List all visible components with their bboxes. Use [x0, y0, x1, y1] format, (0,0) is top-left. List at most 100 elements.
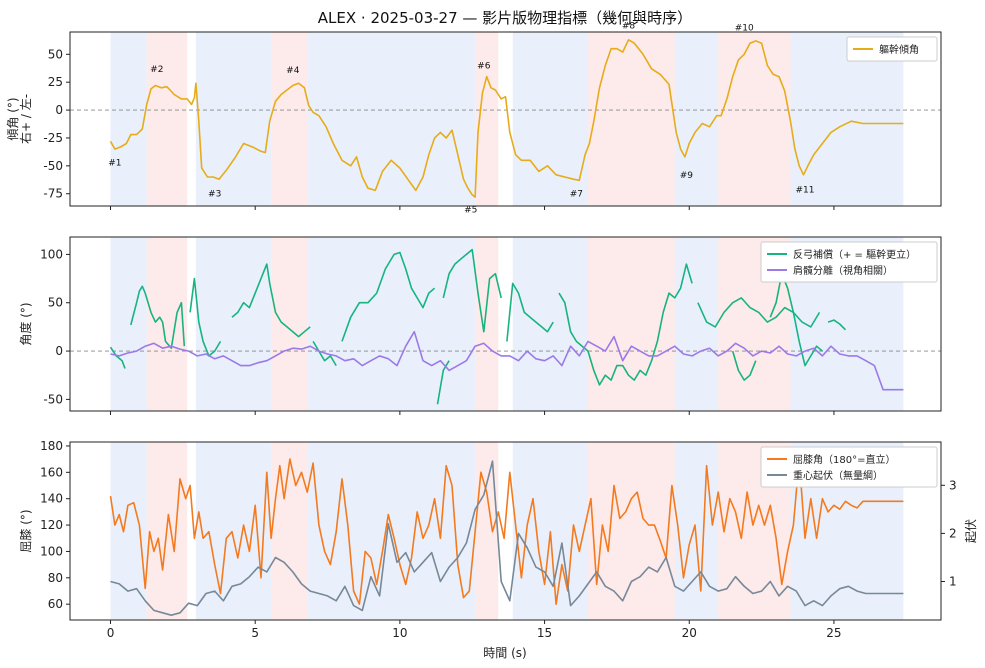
- phase-band: [271, 237, 308, 411]
- y-tick-label: -25: [43, 131, 63, 145]
- y-tick-label: 0: [55, 103, 63, 117]
- y-axis-label: 傾角 (°): [6, 97, 20, 140]
- legend: 屈膝角（180°=直立） 重心起伏（無量綱）: [760, 446, 938, 488]
- y-tick-label: 0: [55, 344, 63, 358]
- series-line: [436, 360, 450, 405]
- y-tick-label: -75: [43, 187, 63, 201]
- x-tick-label: 20: [682, 626, 697, 640]
- series-line: [442, 248, 502, 333]
- series-line: [109, 39, 904, 198]
- y-axis-label: 屈膝 (°): [19, 509, 33, 552]
- peak-annotation: #8: [622, 21, 636, 31]
- phase-band: [307, 237, 476, 411]
- y-tick-label: -50: [43, 159, 63, 173]
- y-tick-label: 180: [40, 439, 63, 453]
- phase-band: [110, 32, 147, 206]
- phase-band: [475, 237, 499, 411]
- legend-label: 反弓補償（+ = 驅幹更立）: [793, 248, 916, 261]
- phase-band: [674, 32, 719, 206]
- legend-label: 重心起伏（無量綱）: [793, 469, 883, 482]
- series-line: [110, 460, 904, 616]
- series-line: [506, 282, 554, 342]
- series-line: [312, 340, 337, 367]
- phase-band: [110, 442, 147, 620]
- phase-band: [475, 32, 499, 206]
- peak-annotation: #9: [680, 171, 694, 181]
- middle-panel: 100 50 0 -50 角度 (°) 反弓補償（+ = 驅幹更立） 肩髖分離（視角相關）: [18, 236, 942, 415]
- peak-annotation: #7: [570, 190, 583, 200]
- series-line: [130, 285, 186, 349]
- y-tick-label: 50: [48, 47, 63, 61]
- y-tick-label: 80: [48, 571, 63, 585]
- peak-annotation: #5: [464, 205, 477, 215]
- y-tick-label: 100: [40, 247, 63, 261]
- x-tick-label: 25: [826, 626, 841, 640]
- series-line: [769, 272, 823, 367]
- phase-band: [146, 32, 188, 206]
- y-tick-label: 120: [40, 518, 63, 532]
- series-line: [109, 346, 126, 369]
- phase-band: [146, 237, 188, 411]
- plot-frame: [69, 236, 942, 412]
- phase-band: [195, 32, 272, 206]
- x-axis-label: 時間 (s): [483, 646, 526, 660]
- peak-annotation: #10: [735, 24, 754, 34]
- phase-band: [307, 442, 476, 620]
- y-right-tick-label: 1: [949, 575, 957, 589]
- y-right-tick-label: 2: [949, 526, 957, 540]
- series-line: [231, 263, 311, 338]
- series-line: [697, 297, 821, 328]
- legend-box: [846, 36, 938, 62]
- x-tick-label: 15: [537, 626, 552, 640]
- x-tick-label: 0: [107, 626, 115, 640]
- bottom-panel: 0 5 10 15 20 25 180 160 140 120 100 80 60 3 2 1 起伏 屈膝 (°)…: [19, 439, 978, 640]
- legend-box: [760, 241, 938, 283]
- peak-annotation: #3: [208, 190, 221, 200]
- legend: 反弓補償（+ = 驅幹更立） 肩髖分離（視角相關）: [760, 241, 938, 283]
- peak-annotation: #1: [108, 159, 121, 169]
- legend-label: 軀幹傾角: [879, 43, 919, 56]
- phase-band: [718, 32, 791, 206]
- phase-band: [587, 442, 675, 620]
- figure-title: ALEX · 2025-03-27 — 影片版物理指標（幾何與時序）: [318, 9, 692, 27]
- y-tick-label: 25: [48, 75, 63, 89]
- x-tick-label: 5: [251, 626, 259, 640]
- legend: 軀幹傾角: [846, 36, 938, 62]
- y-tick-label: 140: [40, 492, 63, 506]
- plot-frame: [69, 31, 942, 207]
- series-line: [341, 251, 436, 342]
- y-right-tick-label: 3: [949, 478, 957, 492]
- plot-frame: [69, 441, 942, 621]
- series-line: [110, 330, 904, 391]
- top-panel: 50 25 0 -25 -50 -75 傾角 (°) 右+ / 左- #1 #2 #3 #4 #5 #6 #…: [6, 21, 942, 215]
- peak-annotation: #11: [795, 185, 814, 195]
- phase-band: [674, 442, 719, 620]
- peak-annotation: #2: [150, 65, 163, 75]
- legend-box: [760, 446, 938, 488]
- legend-label: 屈膝角（180°=直立）: [793, 453, 895, 466]
- phase-band: [587, 32, 675, 206]
- peak-annotation: #4: [286, 66, 300, 76]
- series-line: [558, 263, 693, 386]
- phase-band: [195, 442, 272, 620]
- y-tick-label: 100: [40, 544, 63, 558]
- phase-band: [307, 32, 476, 206]
- phase-band: [271, 32, 308, 206]
- phase-band: [110, 237, 147, 411]
- peak-annotation: #6: [477, 61, 491, 71]
- phase-band: [195, 237, 272, 411]
- y-axis-label: 右+ / 左-: [18, 94, 33, 144]
- series-line: [827, 319, 847, 331]
- phase-band: [512, 32, 588, 206]
- y-tick-label: 160: [40, 465, 63, 479]
- legend-label: 肩髖分離（視角相關）: [793, 264, 893, 277]
- series-line: [109, 458, 904, 605]
- y-right-axis-label: 起伏: [964, 519, 978, 543]
- y-axis-label: 角度 (°): [18, 302, 33, 345]
- phase-band: [587, 237, 675, 411]
- series-line: [189, 277, 222, 357]
- series-line: [731, 350, 757, 381]
- phase-band: [512, 237, 588, 411]
